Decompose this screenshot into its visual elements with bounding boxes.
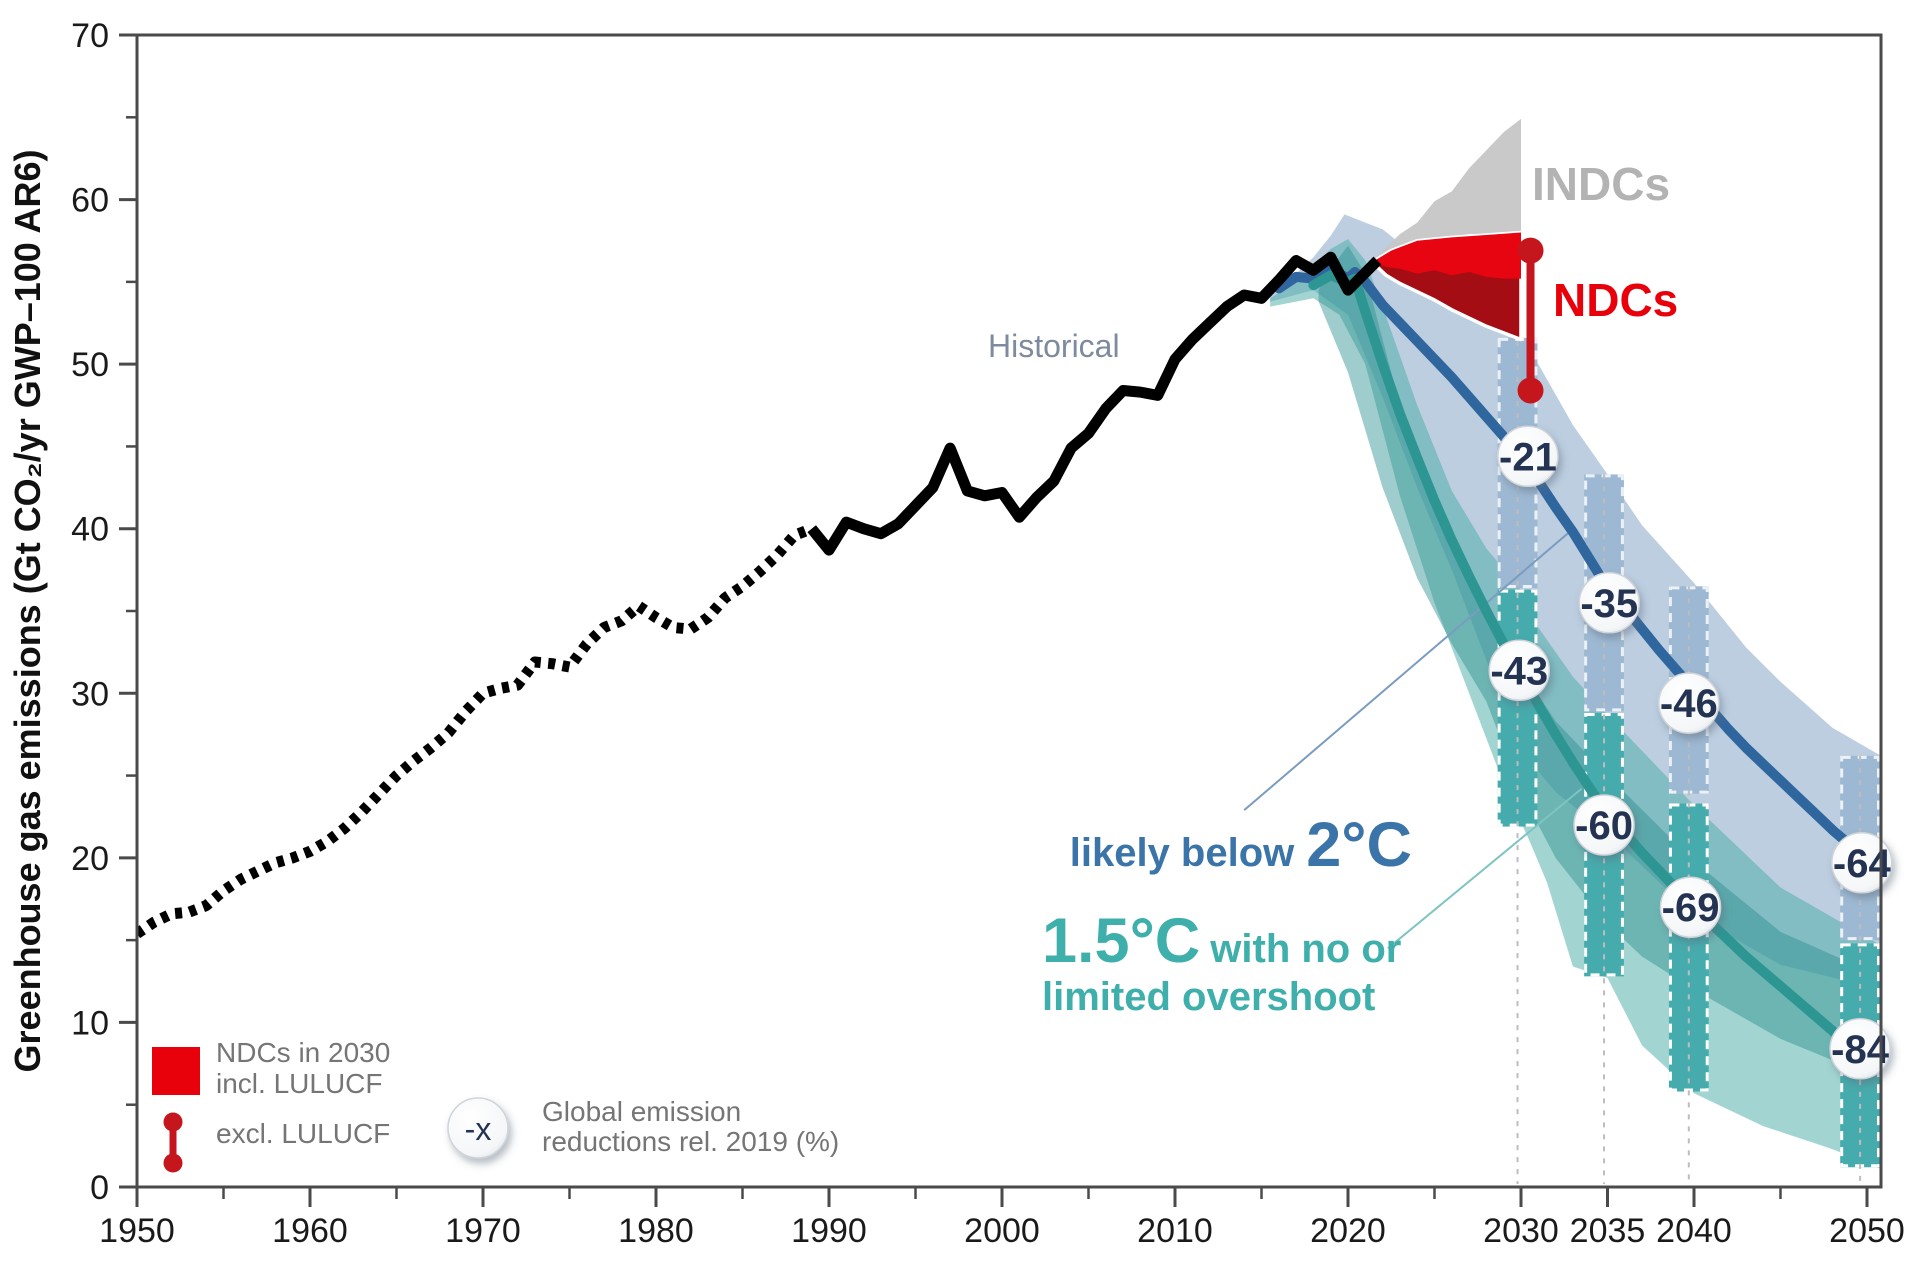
x-tick-label-2050: 2050 bbox=[1829, 1212, 1905, 1250]
reduction-badge-value: -64 bbox=[1833, 842, 1892, 886]
legend-dumbbell-top-dot bbox=[163, 1112, 183, 1132]
plot-area bbox=[137, 118, 1881, 1184]
reduction-badge-circle bbox=[1497, 425, 1559, 488]
ndc-excl-bottom-dot bbox=[1517, 377, 1544, 404]
two_deg_band bbox=[1270, 214, 1881, 990]
ndc-excl-top-dot bbox=[1517, 237, 1544, 264]
one_five_callout bbox=[1387, 787, 1583, 950]
one-five-line1: 1.5°C with no or bbox=[1042, 908, 1401, 974]
reduction-badge--43: -43 bbox=[1488, 639, 1551, 702]
reduction-badge-circle bbox=[1573, 794, 1635, 856]
reduction-badge-circle bbox=[1658, 672, 1720, 734]
historical_solid bbox=[807, 251, 1382, 556]
x-tick-label-2030: 2030 bbox=[1483, 1212, 1559, 1250]
ndcs-label: NDCs bbox=[1553, 274, 1679, 326]
legend-excl-label: excl. LULUCF bbox=[216, 1118, 391, 1149]
reduction-badge-value: -46 bbox=[1660, 682, 1718, 726]
two-deg-label-text: likely below bbox=[1069, 831, 1295, 875]
reduction-badge-circle bbox=[1659, 876, 1722, 938]
ndc_wedge_bright bbox=[1372, 232, 1521, 279]
one-five-scenario-label: 1.5°C with no or limited overshoot bbox=[1042, 908, 1401, 1018]
y-tick-label-20: 20 bbox=[71, 840, 109, 878]
reduction-badge--84: -84 bbox=[1829, 1018, 1891, 1080]
two_deg_line bbox=[1273, 263, 1881, 873]
legend-dumbbell-bottom-dot bbox=[163, 1153, 183, 1173]
one-five-line2: limited overshoot bbox=[1042, 975, 1376, 1020]
y-tick-label-50: 50 bbox=[71, 346, 109, 384]
two-deg-scenario-label: likely below 2°C bbox=[1040, 812, 1412, 878]
x-tick-label-1970: 1970 bbox=[445, 1212, 521, 1250]
reduction-badge--69: -69 bbox=[1659, 876, 1722, 938]
y-axis-title: Greenhouse gas emissions (Gt CO₂/yr GWP–… bbox=[7, 150, 48, 1073]
one_five_line bbox=[1308, 270, 1881, 1074]
indc_wedge bbox=[1374, 118, 1521, 259]
x-tick-label-2010: 2010 bbox=[1137, 1212, 1213, 1250]
reduction-badge--21: -21 bbox=[1497, 425, 1559, 488]
reduction-badge--64: -64 bbox=[1831, 832, 1893, 894]
reduction-badge-circle bbox=[1829, 1018, 1891, 1080]
reduction-badge-value: -60 bbox=[1575, 804, 1633, 848]
indcs-label: INDCs bbox=[1532, 158, 1671, 210]
reduction-badge-value: -43 bbox=[1490, 649, 1548, 693]
x-tick-label-2020: 2020 bbox=[1310, 1212, 1386, 1250]
reduction-badge-circle bbox=[1578, 572, 1640, 634]
reduction-badge-circle bbox=[1488, 639, 1551, 702]
one-five-label-text: with no or bbox=[1210, 927, 1402, 971]
legend: -x bbox=[152, 1047, 509, 1173]
reduction-badge--60: -60 bbox=[1573, 794, 1635, 856]
x-tick-label-1960: 1960 bbox=[272, 1212, 348, 1250]
legend-reduction-line2: reductions rel. 2019 (%) bbox=[542, 1126, 840, 1157]
x-tick-label-1950: 1950 bbox=[99, 1212, 175, 1250]
x-tick-label-2040: 2040 bbox=[1656, 1212, 1732, 1250]
range-bar-1.5C-2030 bbox=[1497, 589, 1538, 827]
reduction-badge--46: -46 bbox=[1658, 672, 1720, 734]
one-five-label-value: 1.5°C bbox=[1042, 906, 1201, 976]
legend-reduction-badge-symbol: -x bbox=[465, 1111, 492, 1147]
reduction-badge-value: -69 bbox=[1662, 886, 1720, 930]
x-tick-label-1990: 1990 bbox=[791, 1212, 867, 1250]
y-tick-label-10: 10 bbox=[71, 1004, 109, 1042]
two-deg-label-value: 2°C bbox=[1306, 810, 1412, 880]
y-tick-label-60: 60 bbox=[71, 182, 109, 220]
reduction-badge--35: -35 bbox=[1578, 572, 1640, 634]
legend-ndc-line1: NDCs in 2030 bbox=[216, 1037, 391, 1068]
reduction-badge-value: -35 bbox=[1580, 582, 1638, 626]
legend-reduction-line1: Global emission bbox=[542, 1096, 742, 1127]
legend-ndc-swatch bbox=[152, 1047, 200, 1095]
y-tick-label-0: 0 bbox=[90, 1169, 109, 1207]
legend-ndc-line2: incl. LULUCF bbox=[216, 1068, 383, 1099]
two_deg_callout bbox=[1243, 531, 1571, 811]
historical_dashed bbox=[137, 523, 814, 939]
y-tick-label-70: 70 bbox=[71, 17, 109, 55]
y-tick-label-30: 30 bbox=[71, 675, 109, 713]
x-tick-label-2000: 2000 bbox=[964, 1212, 1040, 1250]
reduction-badge-value: -21 bbox=[1499, 435, 1557, 479]
historical-label: Historical bbox=[988, 328, 1120, 364]
reduction-badge-circle bbox=[1831, 832, 1893, 894]
x-tick-label-2035: 2035 bbox=[1570, 1212, 1646, 1250]
y-tick-label-40: 40 bbox=[71, 511, 109, 549]
x-tick-label-1980: 1980 bbox=[618, 1212, 694, 1250]
legend-reduction-badge bbox=[447, 1097, 509, 1159]
